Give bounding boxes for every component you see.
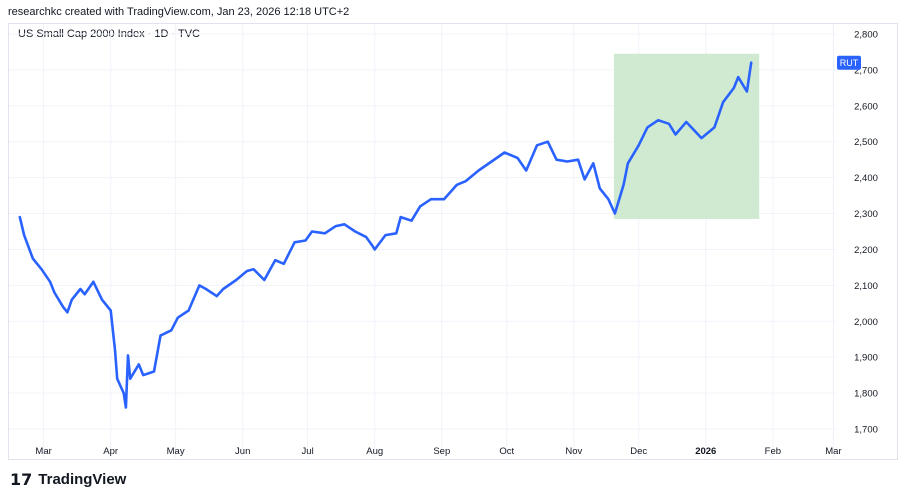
x-tick-label: Mar <box>825 446 841 457</box>
y-tick-label: 2,200 <box>854 245 878 256</box>
last-value-tag <box>837 55 861 70</box>
y-axis: 2,800 2,700 2,600 2,500 2,400 2,300 2,200 2,100… <box>854 30 878 436</box>
x-tick-label: Aug <box>366 446 383 457</box>
line-layer <box>18 61 753 409</box>
y-tick-label: 2,800 <box>854 30 878 41</box>
y-tick-label: 1,700 <box>854 425 878 436</box>
x-tick-label: Jun <box>235 446 250 457</box>
y-tick-label: 2,500 <box>854 137 878 148</box>
y-tick-label: 2,400 <box>854 173 878 184</box>
x-tick-label: Jul <box>302 446 314 457</box>
x-tick-label: May <box>167 446 185 457</box>
tradingview-mark-icon: 17 <box>10 470 33 489</box>
x-tick-label: Sep <box>433 446 450 457</box>
y-tick-label: 2,300 <box>854 209 878 220</box>
highlight-layer <box>613 53 760 219</box>
tradingview-logo[interactable]: 17 TradingView <box>10 470 126 489</box>
brand-name: TradingView <box>38 471 127 488</box>
x-tick-label: 2026 <box>695 446 716 457</box>
y-tick-label: 2,600 <box>854 101 878 112</box>
chart-credit: researchkc created with TradingView.com,… <box>8 6 350 18</box>
last-value-tag-layer: RUT <box>837 55 861 70</box>
grid-layer <box>9 24 836 458</box>
chart-frame <box>8 23 898 460</box>
y-tick-label: 2,100 <box>854 281 878 292</box>
y-tick-label: 2,000 <box>854 317 878 328</box>
x-tick-label: Mar <box>35 446 51 457</box>
highlight-region <box>613 53 760 219</box>
last-value-tag-label: RUT <box>840 58 859 68</box>
x-axis: Mar Apr May Jun Jul Aug Sep Oct Nov Dec 2026 Feb Mar <box>35 446 841 457</box>
y-tick-label: 1,900 <box>854 353 878 364</box>
series-line-rut <box>18 61 753 409</box>
y-tick-label: 1,800 <box>854 389 878 400</box>
x-tick-label: Feb <box>765 446 781 457</box>
x-tick-label: Dec <box>630 446 647 457</box>
y-tick-label: 2,700 <box>854 65 878 76</box>
x-tick-label: Nov <box>565 446 582 457</box>
x-tick-label: Apr <box>103 446 118 457</box>
x-tick-label: Oct <box>499 446 514 457</box>
